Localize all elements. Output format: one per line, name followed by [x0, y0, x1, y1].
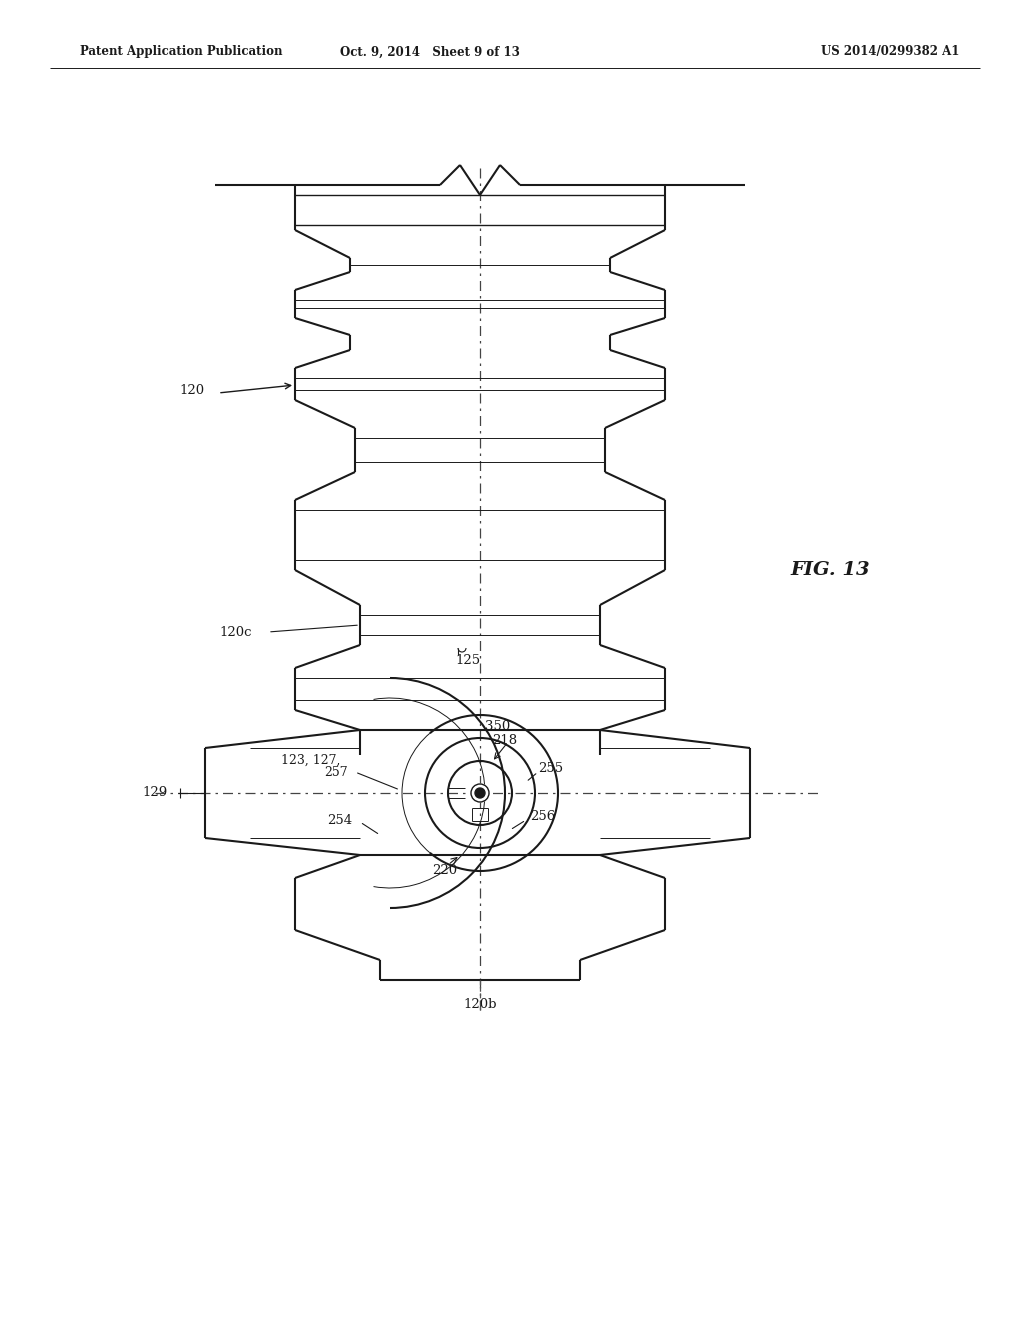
- Text: 350: 350: [485, 719, 510, 733]
- Text: 120c: 120c: [219, 626, 252, 639]
- Text: FIG. 13: FIG. 13: [791, 561, 869, 579]
- Text: US 2014/0299382 A1: US 2014/0299382 A1: [821, 45, 959, 58]
- Text: 129: 129: [142, 785, 168, 799]
- Text: 255: 255: [538, 762, 563, 775]
- Text: 123, 127,: 123, 127,: [281, 754, 340, 767]
- Circle shape: [475, 788, 485, 799]
- Circle shape: [477, 789, 483, 796]
- Text: 125: 125: [455, 653, 480, 667]
- Text: 218: 218: [492, 734, 517, 747]
- Text: Oct. 9, 2014   Sheet 9 of 13: Oct. 9, 2014 Sheet 9 of 13: [340, 45, 520, 58]
- Text: 120b: 120b: [463, 998, 497, 1011]
- Text: Patent Application Publication: Patent Application Publication: [80, 45, 283, 58]
- Text: 120: 120: [180, 384, 205, 396]
- Circle shape: [471, 784, 489, 803]
- Text: 257: 257: [325, 766, 348, 779]
- Text: 256: 256: [530, 809, 555, 822]
- Text: 254: 254: [327, 813, 352, 826]
- Text: 220: 220: [432, 863, 457, 876]
